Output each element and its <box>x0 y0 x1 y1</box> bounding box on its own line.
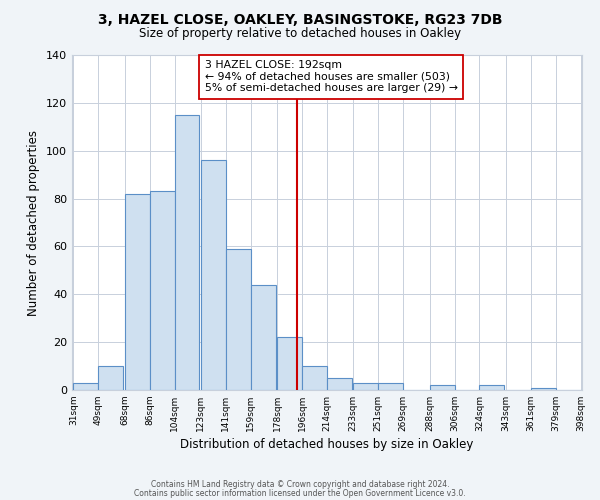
Bar <box>353 383 378 390</box>
Bar <box>327 378 352 390</box>
Bar <box>125 194 149 390</box>
Bar <box>175 115 199 390</box>
Text: 3 HAZEL CLOSE: 192sqm
← 94% of detached houses are smaller (503)
5% of semi-deta: 3 HAZEL CLOSE: 192sqm ← 94% of detached … <box>205 60 458 93</box>
Bar <box>201 160 226 390</box>
Bar <box>531 388 556 390</box>
Bar <box>98 366 123 390</box>
Text: 3, HAZEL CLOSE, OAKLEY, BASINGSTOKE, RG23 7DB: 3, HAZEL CLOSE, OAKLEY, BASINGSTOKE, RG2… <box>98 12 502 26</box>
Bar <box>479 385 505 390</box>
Bar <box>251 284 276 390</box>
Y-axis label: Number of detached properties: Number of detached properties <box>28 130 40 316</box>
Bar <box>277 338 302 390</box>
Bar <box>149 192 175 390</box>
X-axis label: Distribution of detached houses by size in Oakley: Distribution of detached houses by size … <box>181 438 473 451</box>
Bar <box>302 366 327 390</box>
Bar <box>378 383 403 390</box>
Bar <box>73 383 98 390</box>
Text: Contains public sector information licensed under the Open Government Licence v3: Contains public sector information licen… <box>134 488 466 498</box>
Text: Size of property relative to detached houses in Oakley: Size of property relative to detached ho… <box>139 28 461 40</box>
Bar <box>226 249 251 390</box>
Bar <box>430 385 455 390</box>
Text: Contains HM Land Registry data © Crown copyright and database right 2024.: Contains HM Land Registry data © Crown c… <box>151 480 449 489</box>
